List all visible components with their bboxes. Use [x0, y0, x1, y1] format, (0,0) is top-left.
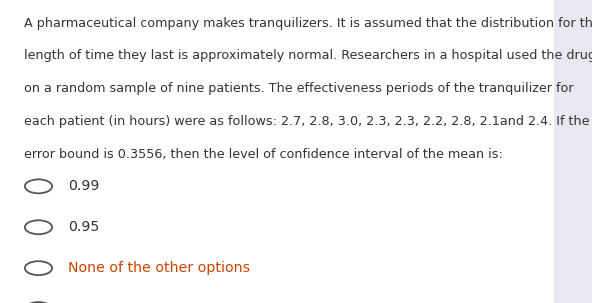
Text: on a random sample of nine patients. The effectiveness periods of the tranquiliz: on a random sample of nine patients. The…: [24, 82, 573, 95]
Text: 0.99: 0.99: [68, 179, 99, 193]
FancyBboxPatch shape: [0, 0, 554, 303]
Text: 0.98: 0.98: [68, 302, 99, 303]
Text: 0.95: 0.95: [68, 220, 99, 234]
Text: error bound is 0.3556, then the level of confidence interval of the mean is:: error bound is 0.3556, then the level of…: [24, 148, 503, 161]
Text: length of time they last is approximately normal. Researchers in a hospital used: length of time they last is approximatel…: [24, 49, 592, 62]
Text: None of the other options: None of the other options: [68, 261, 250, 275]
Text: A pharmaceutical company makes tranquilizers. It is assumed that the distributio: A pharmaceutical company makes tranquili…: [24, 17, 592, 30]
Text: each patient (in hours) were as follows: 2.7, 2.8, 3.0, 2.3, 2.3, 2.2, 2.8, 2.1a: each patient (in hours) were as follows:…: [24, 115, 589, 128]
